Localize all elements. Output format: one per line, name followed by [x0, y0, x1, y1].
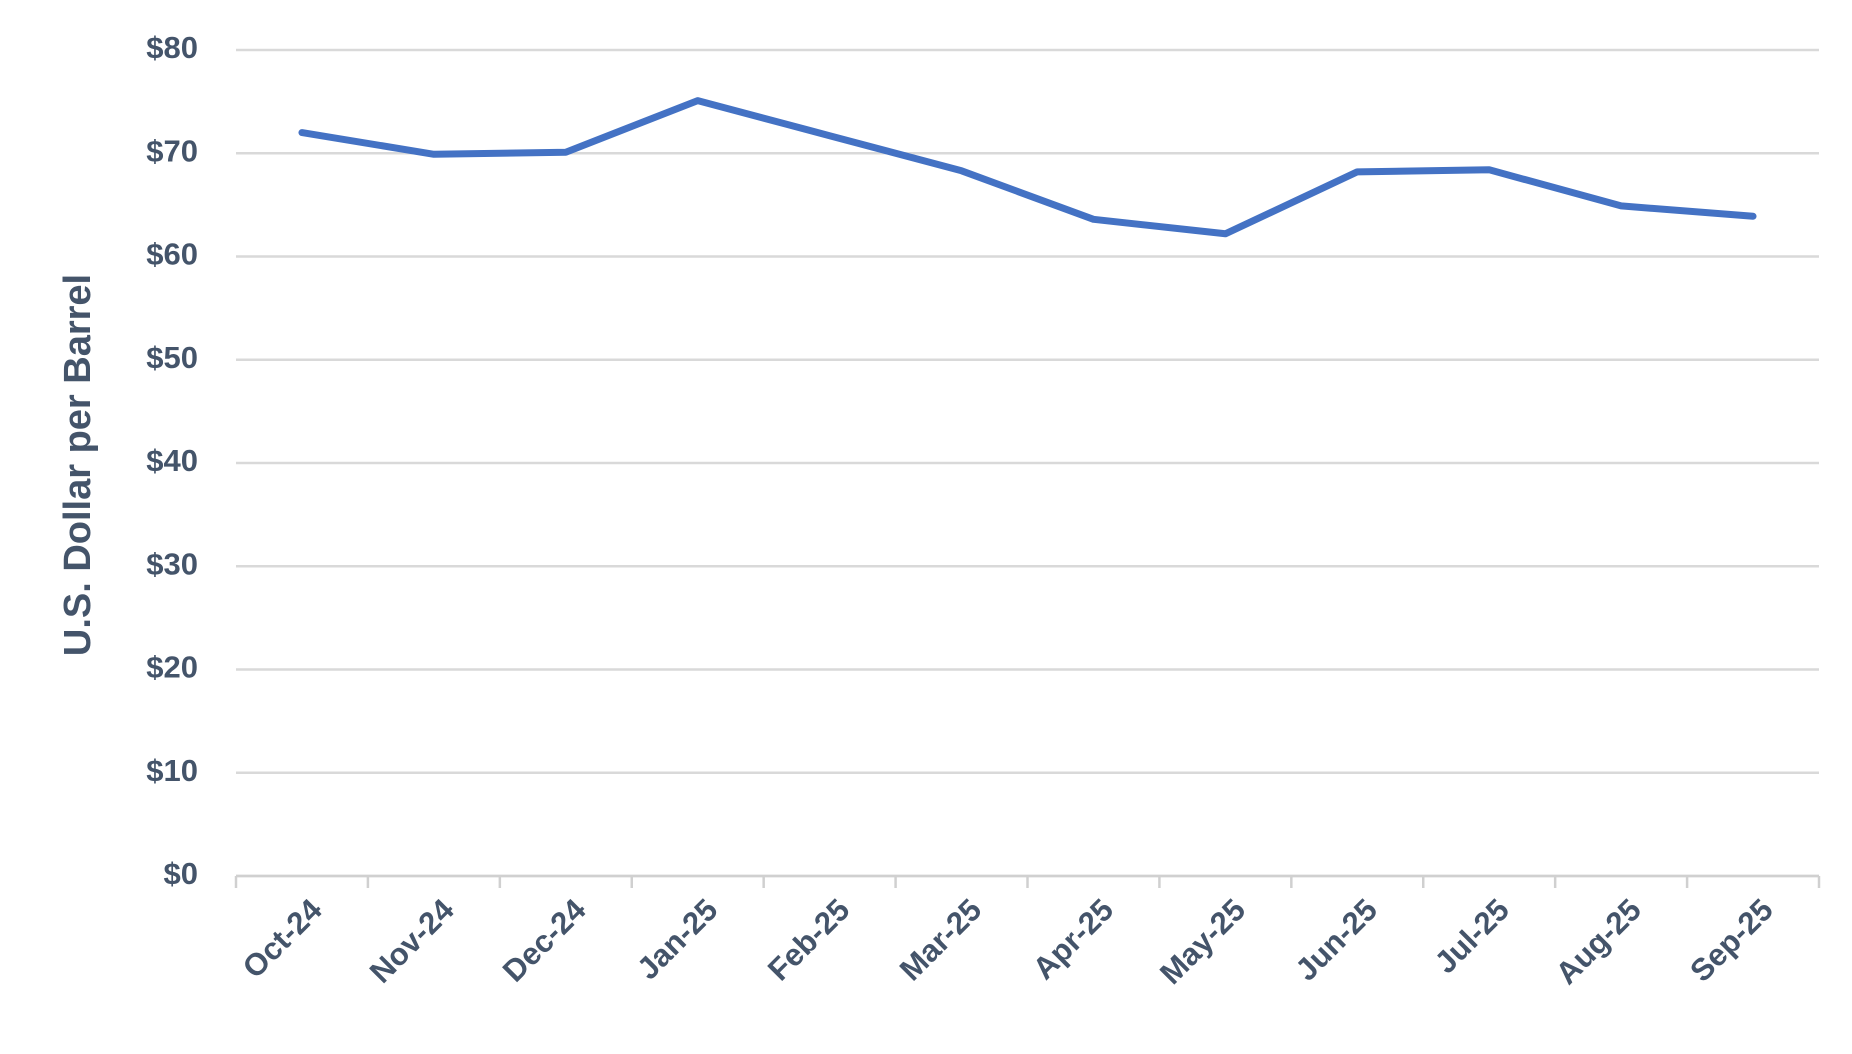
x-tick-label: May-25 [1153, 892, 1252, 991]
x-tick-label: Nov-24 [363, 891, 461, 989]
y-axis-title: U.S. Dollar per Barrel [57, 274, 99, 656]
x-tick-label: Sep-25 [1683, 892, 1780, 989]
y-tick-label: $50 [146, 340, 198, 375]
x-tick-label: Jul-25 [1428, 892, 1516, 980]
y-tick-label: $60 [146, 237, 198, 272]
y-tick-label: $0 [164, 856, 198, 891]
x-tick-label: Jan-25 [630, 892, 724, 986]
y-tick-label: $10 [146, 753, 198, 788]
x-tick-label: Aug-25 [1549, 892, 1648, 991]
y-tick-label: $20 [146, 650, 198, 685]
data-line [298, 97, 1757, 238]
x-tick-label: Apr-25 [1026, 892, 1120, 986]
y-tick-label: $30 [146, 546, 198, 581]
y-tick-label: $40 [146, 443, 198, 478]
y-tick-label: $70 [146, 133, 198, 168]
x-tick-label: Oct-24 [236, 891, 330, 985]
x-tick-label: Dec-24 [496, 891, 593, 988]
x-tick-label: Jun-25 [1289, 892, 1384, 987]
y-tick-label: $80 [146, 30, 198, 65]
x-tick-label: Mar-25 [893, 892, 988, 987]
x-tick-label: Feb-25 [761, 892, 856, 987]
